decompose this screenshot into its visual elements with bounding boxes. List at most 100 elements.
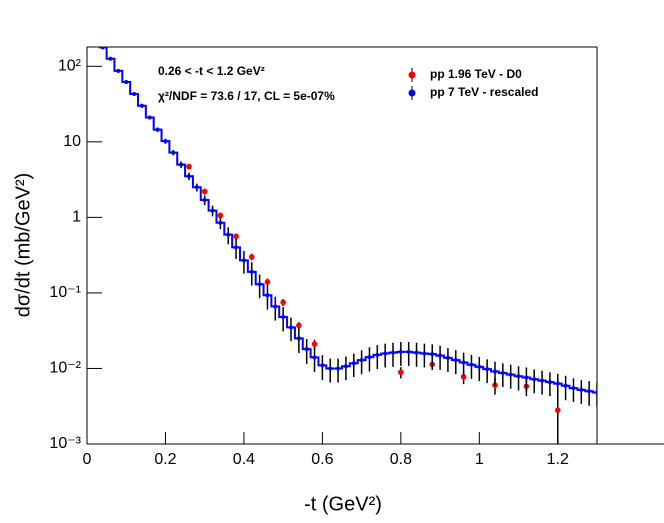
data-point [547, 380, 552, 385]
data-point [296, 336, 301, 341]
y-tick-label: 10⁻¹ [49, 284, 81, 301]
data-point [139, 103, 144, 108]
data-point [351, 361, 356, 366]
data-point [210, 208, 215, 213]
data-point [555, 381, 560, 386]
data-point [554, 407, 561, 414]
data-point [226, 232, 231, 237]
data-point [516, 374, 521, 379]
data-point [500, 371, 505, 376]
data-point [304, 347, 309, 352]
y-tick-label: 10 [63, 133, 81, 150]
data-point [477, 364, 482, 369]
plot-frame [86, 46, 598, 445]
data-point [391, 350, 395, 355]
data-point [383, 351, 388, 356]
legend-marker [408, 71, 416, 79]
data-point [202, 197, 207, 202]
y-axis-title: dσ/dt (mb/GeV²) [12, 173, 34, 318]
x-tick-label: 0.2 [154, 451, 176, 468]
data-point [375, 352, 380, 357]
x-tick-label: 0 [83, 451, 92, 468]
data-point [147, 115, 152, 120]
data-point [311, 341, 318, 347]
data-point [485, 367, 490, 372]
y-tick-label: 1 [72, 209, 81, 226]
histogram-line [98, 47, 597, 394]
data-point [265, 293, 270, 298]
data-point [234, 245, 239, 250]
data-point [595, 390, 597, 395]
data-point [201, 188, 208, 195]
data-point [343, 364, 348, 369]
y-tick-label: 10² [58, 58, 82, 75]
data-point [171, 150, 176, 155]
data-point [217, 212, 224, 219]
data-point [233, 233, 239, 240]
legend-label: pp 7 TeV - rescaled [430, 85, 539, 99]
data-point [218, 220, 223, 225]
data-point [587, 389, 592, 394]
data-point [257, 282, 262, 287]
data-point [179, 162, 184, 167]
data-point [571, 386, 576, 391]
x-tick-label: 1 [475, 451, 484, 468]
annotation: 0.26 < -t < 1.2 GeV² [158, 64, 265, 78]
data-point [524, 375, 529, 380]
data-point [163, 139, 168, 144]
data-point [108, 56, 113, 61]
data-point [461, 360, 466, 365]
data-point [186, 163, 192, 170]
data-point [398, 369, 404, 376]
data-point [493, 369, 497, 374]
data-point [540, 378, 545, 383]
data-point [359, 358, 364, 363]
data-point [296, 322, 302, 329]
data-point [248, 254, 255, 260]
data-point [438, 353, 443, 358]
data-point [100, 47, 105, 50]
data-point [445, 355, 450, 360]
data-point [532, 377, 537, 382]
plot-area [98, 47, 597, 444]
data-point [116, 68, 121, 73]
data-point [320, 363, 325, 368]
legend-label: pp 1.96 TeV - D0 [430, 67, 522, 81]
data-point [422, 351, 427, 356]
data-point [508, 372, 513, 377]
data-point [241, 258, 246, 263]
x-tick-label: 0.4 [233, 451, 255, 468]
data-point [336, 366, 341, 371]
data-point [264, 279, 271, 285]
data-point [430, 352, 435, 357]
data-point [563, 383, 568, 388]
data-point [328, 366, 333, 371]
data-point [280, 299, 286, 306]
data-point [406, 349, 411, 354]
data-point [460, 374, 467, 380]
data-point [579, 387, 584, 392]
x-axis-title: -t (GeV²) [304, 493, 382, 515]
legend-marker [408, 89, 416, 97]
data-point [469, 362, 474, 367]
data-point [194, 185, 199, 190]
annotation: χ²/NDF = 73.6 / 17, CL = 5e-07% [158, 89, 335, 103]
data-point [187, 174, 191, 179]
y-tick-label: 10⁻² [49, 360, 81, 377]
data-point [453, 358, 458, 363]
x-tick-label: 1.2 [547, 451, 569, 468]
data-point [249, 269, 254, 274]
data-point [132, 91, 137, 96]
data-point [273, 304, 278, 309]
data-point [124, 79, 129, 84]
y-tick-label: 10⁻³ [49, 435, 81, 452]
x-tick-label: 0.6 [311, 451, 333, 468]
data-point [367, 355, 372, 360]
data-point [155, 127, 160, 132]
data-point [414, 350, 419, 355]
x-tick-label: 0.8 [390, 451, 412, 468]
data-point [289, 325, 293, 330]
data-point [312, 355, 317, 360]
data-point [281, 314, 286, 319]
